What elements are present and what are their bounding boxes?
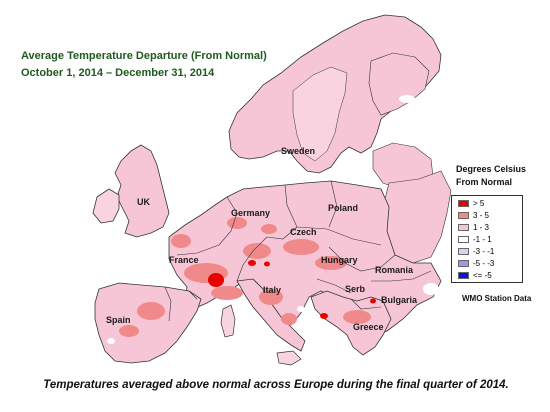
source-note: WMO Station Data	[462, 294, 532, 303]
legend-swatch	[458, 236, 469, 243]
legend-label: -1 - 1	[473, 235, 492, 244]
label-spain: Spain	[106, 315, 131, 325]
legend-label: 3 - 5	[473, 211, 490, 220]
label-germany: Germany	[231, 208, 271, 218]
legend-label: -3 - -1	[473, 247, 495, 256]
label-poland: Poland	[328, 203, 359, 213]
sicily-land	[276, 350, 302, 366]
finland-region	[368, 52, 430, 116]
label-czech: Czech	[290, 227, 317, 237]
legend-label: > 5	[473, 199, 485, 208]
legend-swatch	[458, 200, 469, 207]
hot-spots	[208, 260, 376, 319]
legend-title: Degrees Celsius	[456, 164, 527, 174]
legend-label: 1 - 3	[473, 223, 490, 232]
map-date-range: October 1, 2014 – December 31, 2014	[21, 67, 215, 79]
label-italy: Italy	[263, 285, 282, 295]
legend-swatch	[458, 260, 469, 267]
label-hungary: Hungary	[321, 255, 358, 265]
sweden-region	[292, 66, 348, 162]
legend-label: -5 - -3	[473, 259, 495, 268]
legend-swatch	[458, 272, 469, 279]
country-borders	[164, 180, 432, 322]
legend-swatch	[458, 224, 469, 231]
uk-land	[114, 144, 170, 238]
label-uk: UK	[137, 197, 150, 207]
caption: Temperatures averaged above normal acros…	[43, 379, 509, 391]
neutral-patches	[107, 95, 439, 344]
legend: > 5 3 - 5 1 - 3 -1 - 1 -3 - -1 -5 - -3 <…	[451, 195, 523, 283]
label-serb: Serb	[345, 284, 366, 294]
label-greece: Greece	[353, 322, 384, 332]
ireland-land	[92, 188, 120, 224]
label-sweden: Sweden	[281, 146, 316, 156]
label-romania: Romania	[375, 265, 414, 275]
legend-swatch	[458, 248, 469, 255]
map-title: Average Temperature Departure (From Norm…	[21, 50, 267, 62]
label-bulgaria: Bulgaria	[381, 295, 418, 305]
legend-subtitle: From Normal	[456, 177, 513, 187]
legend-swatch	[458, 212, 469, 219]
iberia-land	[94, 282, 202, 364]
label-france: France	[169, 255, 199, 265]
sardinia-land	[220, 304, 236, 338]
legend-label: <= -5	[473, 271, 492, 280]
